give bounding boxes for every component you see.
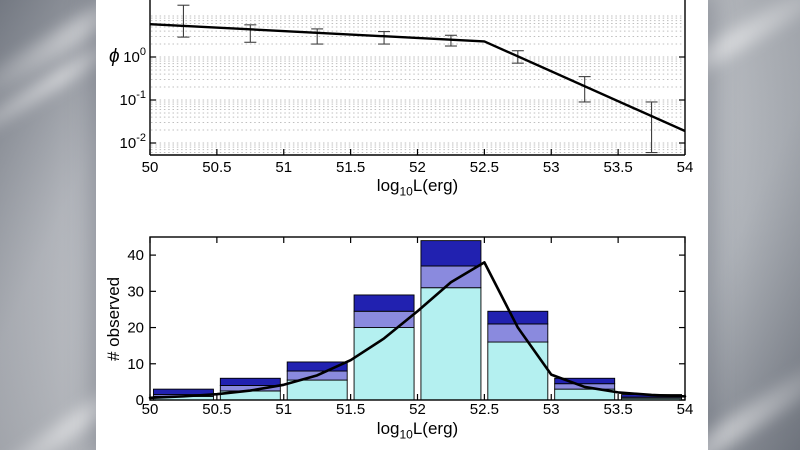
bottom-plot-svg: 50 50.5 51 51.5 52 52.5 53 53.5 54 0 10 20 30 40 [127, 236, 694, 418]
x-tick-label: 50.5 [202, 401, 231, 418]
y-tick-label: 10 [127, 356, 144, 373]
top-xlabel-prefix: log [376, 176, 400, 195]
x-tick-label: 51.5 [336, 159, 365, 176]
bar-segment-component-dark-blue [420, 240, 482, 267]
y-tick-label: 20 [127, 320, 144, 337]
plot-box [149, 236, 686, 401]
x-tick-label: 53 [543, 159, 560, 176]
bottom-xlabel-sub: 10 [399, 427, 413, 442]
x-tick-label: 52 [409, 159, 426, 176]
bar-segment-component-dark-blue [219, 377, 281, 386]
bottom-xlabel: log10L(erg) [150, 418, 685, 445]
model-line [149, 22, 686, 133]
bar-segment-component-dark-blue [152, 388, 214, 396]
bar-segment-component-dark-blue [353, 294, 415, 312]
bottom-xlabel-prefix: log [376, 419, 400, 438]
bar-segment-component-dark-blue [286, 361, 348, 372]
x-tick-label: 51.5 [336, 401, 365, 418]
observed-histogram-plot: 50 50.5 51 51.5 52 52.5 53 53.5 54 0 10 20 30 40 # ob… [96, 200, 708, 450]
y-tick-label: 100 [123, 46, 146, 66]
top-xlabel: log10L(erg) [150, 175, 685, 202]
x-tick-label: 53.5 [604, 159, 633, 176]
y-tick-label: 10-1 [120, 89, 146, 109]
luminosity-function-plot: 50 50.5 51 51.5 52 52.5 53 53.5 54 100 10-1 10-2 ϕ … [96, 0, 708, 200]
bottom-xlabel-suffix: L(erg) [412, 419, 459, 438]
top-xlabel-sub: 10 [399, 184, 413, 199]
x-tick-label: 51 [275, 401, 292, 418]
figure-panel: 50 50.5 51 51.5 52 52.5 53 53.5 54 100 10-1 10-2 ϕ … [96, 0, 708, 450]
y-tick-label: 0 [136, 392, 144, 409]
bar-segment-component-cyan [286, 379, 348, 401]
y-tick-label: 40 [127, 247, 144, 264]
x-tick-label: 54 [677, 159, 694, 176]
model-curve [148, 261, 687, 400]
x-tick-label: 52.5 [470, 159, 499, 176]
bar-segment-component-dark-blue [487, 310, 549, 325]
y-tick-label: 30 [127, 283, 144, 300]
x-tick-label: 52.5 [470, 401, 499, 418]
x-tick-label: 53.5 [604, 401, 633, 418]
x-tick-label: 50.5 [202, 159, 231, 176]
y-tick-label: 10-2 [120, 132, 146, 152]
top-plot-svg: 50 50.5 51 51.5 52 52.5 53 53.5 54 100 10-1 10-2 [120, 0, 694, 176]
x-tick-label: 54 [677, 401, 694, 418]
top-xlabel-suffix: L(erg) [412, 176, 459, 195]
bar-segment-component-cyan [487, 341, 549, 401]
bar-segment-component-mid-blue [353, 310, 415, 329]
bottom-ylabel: # observed [104, 276, 123, 361]
x-tick-label: 52 [409, 401, 426, 418]
top-ylabel: ϕ [109, 46, 120, 67]
x-tick-label: 50 [142, 159, 159, 176]
bar-segment-component-cyan [420, 287, 482, 401]
bar-segment-component-dark-blue [554, 377, 616, 385]
x-tick-label: 53 [543, 401, 560, 418]
x-tick-label: 51 [275, 159, 292, 176]
x-tick-label: 50 [142, 401, 159, 418]
